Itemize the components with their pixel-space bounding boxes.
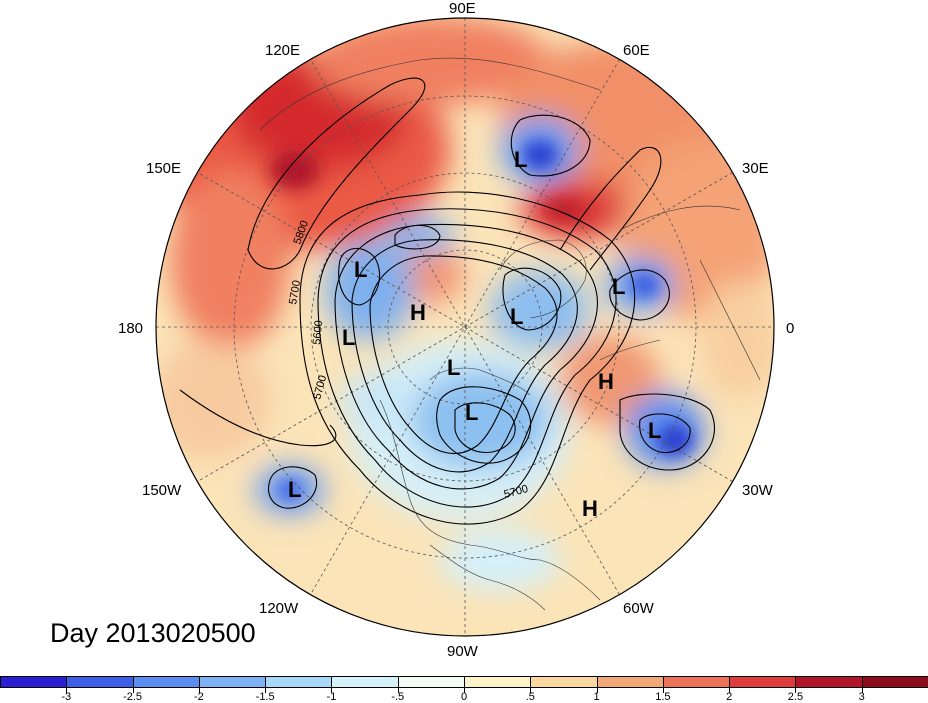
colorbar-segment [397, 676, 465, 688]
colorbar-segment [729, 676, 797, 688]
colorbar-tick [265, 688, 267, 693]
high-marker: H [582, 496, 598, 521]
colorbar-tick [729, 688, 731, 693]
high-marker: H [598, 369, 614, 394]
lon-label-120e: 120E [265, 42, 301, 59]
colorbar-tick [861, 688, 863, 693]
colorbar-tick-label: 3 [858, 691, 865, 703]
colorbar-tick [596, 688, 598, 693]
colorbar-tick [530, 688, 532, 693]
colorbar-tick-label: 1.5 [655, 691, 671, 703]
low-marker-pacific: L [288, 477, 301, 502]
colorbar-tick [464, 688, 465, 693]
colorbar-tick [795, 688, 797, 693]
low-marker: L [342, 325, 355, 350]
lon-label-60e: 60E [623, 42, 650, 59]
lon-label-0: 0 [786, 320, 795, 337]
lon-label-150w: 150W [142, 482, 182, 499]
colorbar-tick-label: -1.5 [255, 691, 275, 703]
colorbar-tick [662, 688, 664, 693]
low-marker: L [447, 355, 460, 380]
colorbar-tick-label: -3 [61, 691, 72, 703]
colorbar-tick [198, 688, 200, 693]
colorbar-segment [66, 676, 134, 688]
height-contours [179, 77, 715, 525]
lon-label-90w: 90W [447, 643, 478, 660]
lon-label-120w: 120W [259, 600, 299, 617]
lon-label-150e: 150E [146, 160, 182, 177]
low-marker: L [514, 147, 527, 172]
colorbar-tick-label: 1 [593, 691, 600, 703]
colorbar-tick [331, 688, 333, 693]
high-marker: H [410, 300, 426, 325]
colorbar-segment [132, 676, 200, 688]
colorbar-segment [265, 676, 333, 688]
lon-label-180: 180 [118, 320, 144, 337]
lon-label-30e: 30E [742, 160, 769, 177]
contour-label: 5700 [287, 279, 303, 305]
colorbar-tick-label: 2.5 [787, 691, 804, 703]
coastlines [259, 57, 761, 611]
day-label: Day 2013020500 [50, 618, 256, 648]
colorbar-segment [596, 676, 664, 688]
colorbar-segment [464, 676, 532, 688]
colorbar-tick-label: -2.5 [123, 691, 143, 703]
low-marker: L [510, 304, 523, 329]
colorbar-segment [331, 676, 399, 688]
polar-map: 5800 5700 5600 5700 5700 L L L L L L L L… [155, 17, 775, 637]
colorbar-tick-label: 0 [460, 691, 468, 703]
colorbar-segment [662, 676, 731, 688]
low-marker: L [465, 400, 478, 425]
lon-label-60w: 60W [623, 600, 654, 617]
contour-label: 5600 [311, 320, 325, 345]
low-marker: L [612, 274, 625, 299]
colorbar-segment [198, 676, 267, 688]
pressure-systems: L L L L L L L L H H H [342, 147, 661, 521]
colorbar-tick [66, 688, 68, 693]
colorbar-segment [861, 676, 928, 688]
lon-label-90e: 90E [449, 0, 476, 17]
low-marker: L [648, 418, 661, 443]
colorbar-tick-label: -1 [326, 691, 337, 703]
colorbar-segment [795, 676, 863, 688]
colorbar-segment [530, 676, 598, 688]
colorbar-tick-label: -2 [193, 691, 204, 703]
colorbar-tick [397, 688, 399, 693]
colorbar-segment [0, 676, 68, 688]
colorbar-tick-label: 2 [726, 691, 733, 703]
lon-label-30w: 30W [742, 482, 773, 499]
colorbar-tick-label: -.5 [391, 691, 405, 703]
colorbar: -3 -2.5 -2 -1.5 -1 -.5 0 .5 1 1.5 2 2.5 3 [0, 676, 928, 703]
colorbar-tick-label: .5 [525, 691, 535, 703]
low-marker: L [354, 257, 367, 282]
map-boundary [155, 17, 775, 637]
colorbar-tick [132, 688, 134, 693]
